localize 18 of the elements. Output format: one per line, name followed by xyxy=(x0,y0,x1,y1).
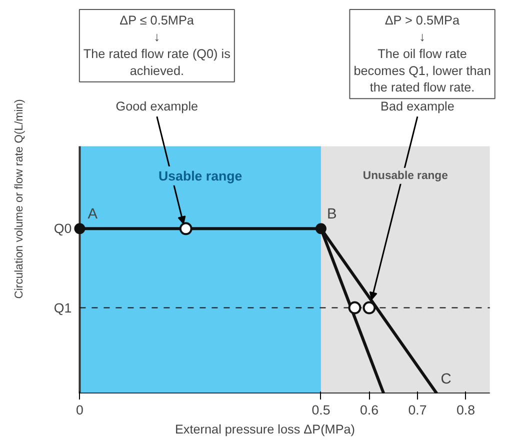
x-tick-label: 0 xyxy=(76,402,84,418)
annotation: C xyxy=(440,372,452,388)
band-label: Usable range xyxy=(158,168,242,184)
x-tick-label: 0.8 xyxy=(456,402,475,418)
x-axis-title: External pressure loss ΔP(MPa) xyxy=(174,422,356,436)
annotation: Q0 xyxy=(54,221,72,236)
text: ΔP > 0.5MPa ↓ The oil flow rate becomes Q1, lower than the rated flow rate. xyxy=(354,13,491,95)
annotation: Good example xyxy=(116,99,198,114)
annotation: A xyxy=(88,206,98,223)
x-tick-label: 0.7 xyxy=(408,402,427,418)
y-axis-title: Circulation volume or flow rate Q(L/min) xyxy=(14,98,26,299)
annotation: Bad example xyxy=(380,99,454,114)
band-label: Unusable range xyxy=(362,170,448,182)
ref-line-label: Q1 xyxy=(54,300,72,316)
x-tick-label: 0.5 xyxy=(312,402,330,418)
annotation: B xyxy=(326,206,337,223)
x-tick-label: 0.6 xyxy=(360,402,378,418)
text: ΔP ≤ 0.5MPa ↓ The rated flow rate (Q0) is achieved. xyxy=(83,13,230,78)
